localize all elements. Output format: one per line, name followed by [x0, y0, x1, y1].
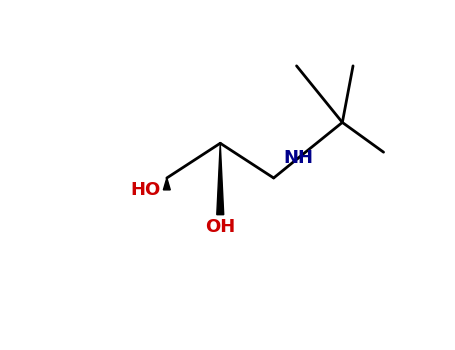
Text: HO: HO: [130, 181, 161, 199]
Polygon shape: [163, 178, 170, 190]
Text: NH: NH: [283, 149, 313, 167]
Text: OH: OH: [205, 218, 235, 236]
Polygon shape: [217, 143, 224, 215]
